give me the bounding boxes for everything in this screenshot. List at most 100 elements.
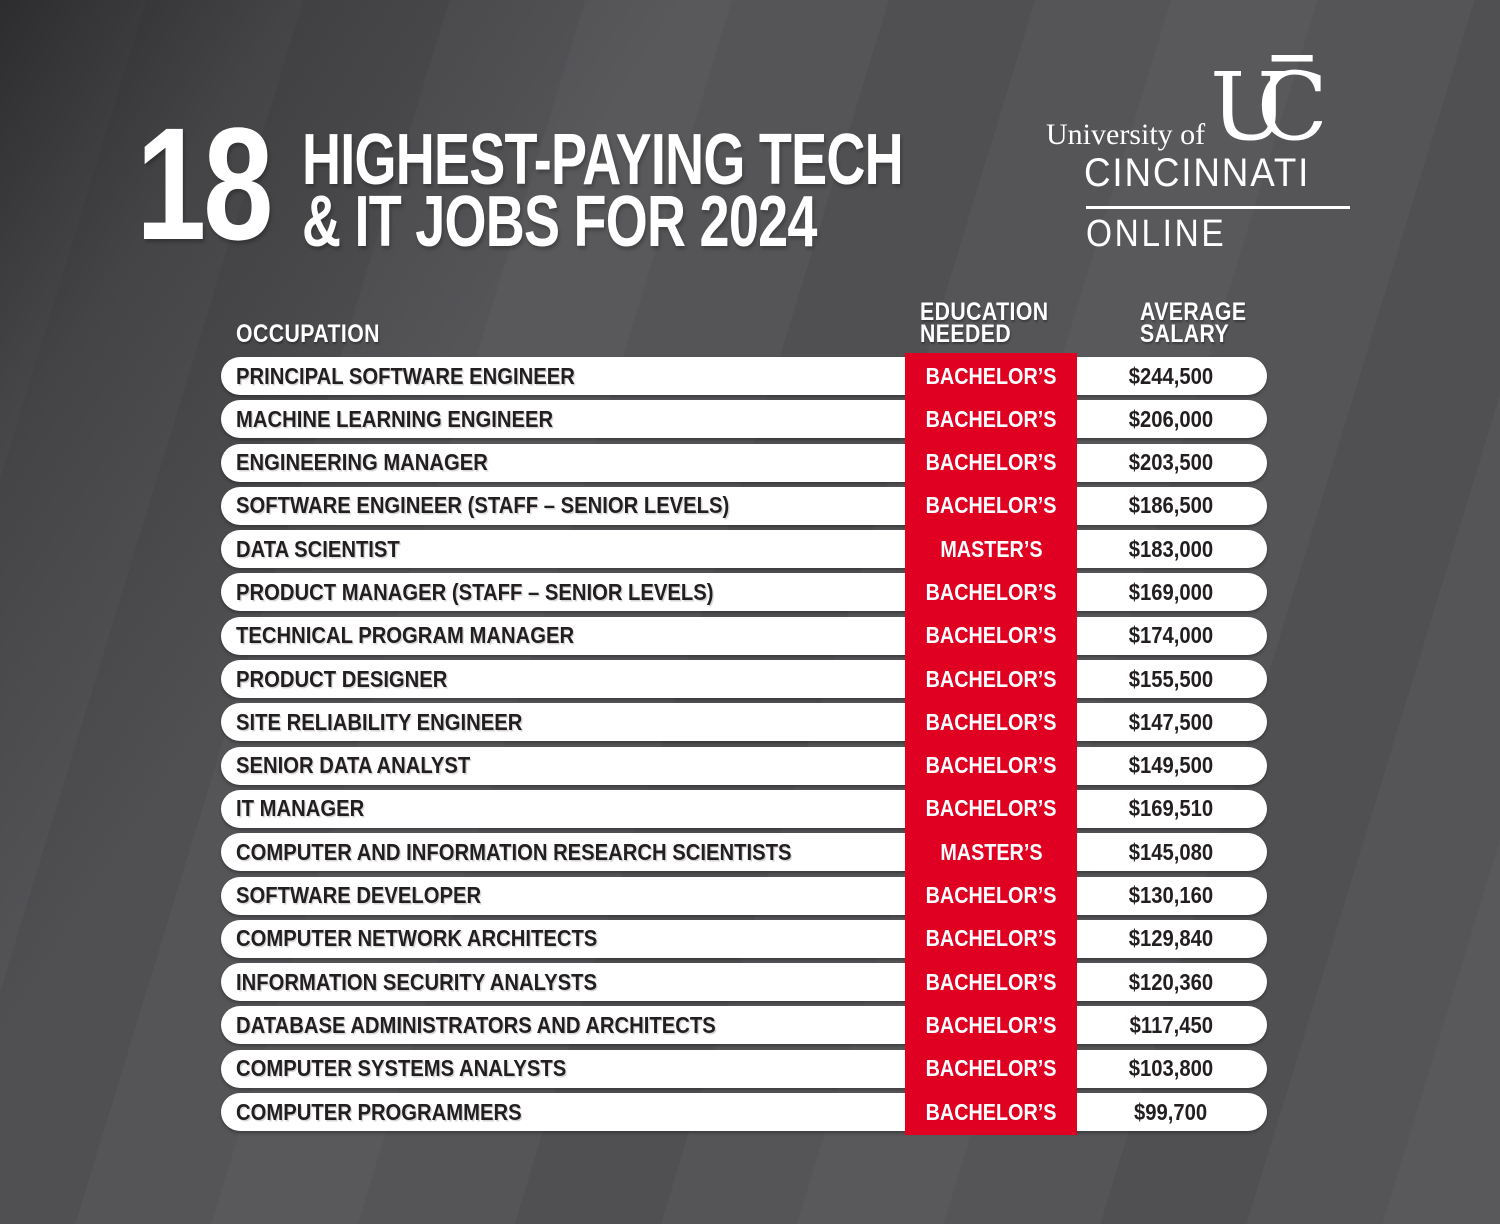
occupation-cell: SITE RELIABILITY ENGINEER <box>236 703 561 741</box>
table-row: COMPUTER NETWORK ARCHITECTS BACHELOR’S $… <box>221 915 1267 962</box>
table-row: SENIOR DATA ANALYST BACHELOR’S $149,500 <box>221 742 1267 789</box>
occupation-text: TECHNICAL PROGRAM MANAGER <box>236 622 575 649</box>
education-text: BACHELOR’S <box>925 405 1057 432</box>
table-row: PRINCIPAL SOFTWARE ENGINEER BACHELOR’S $… <box>221 353 1267 399</box>
occupation-cell: PRODUCT MANAGER (STAFF – SENIOR LEVELS) <box>236 573 779 611</box>
education-text: BACHELOR’S <box>925 362 1057 389</box>
salary-cell: $117,450 <box>1077 1006 1265 1044</box>
salary-cell: $174,000 <box>1077 617 1265 655</box>
education-badge: BACHELOR’S <box>905 959 1077 1006</box>
monogram-letter-c: C <box>1257 54 1322 154</box>
jobs-table: PRINCIPAL SOFTWARE ENGINEER BACHELOR’S $… <box>221 353 1267 1136</box>
salary-text: $147,500 <box>1128 708 1214 735</box>
education-text: BACHELOR’S <box>925 752 1057 779</box>
table-row: SITE RELIABILITY ENGINEER BACHELOR’S $14… <box>221 699 1267 746</box>
table-row: DATABASE ADMINISTRATORS AND ARCHITECTS B… <box>221 1002 1267 1049</box>
salary-cell: $169,510 <box>1077 790 1265 828</box>
occupation-cell: DATA SCIENTIST <box>236 530 422 568</box>
education-text: BACHELOR’S <box>925 1055 1057 1082</box>
logo-online: ONLINE <box>1086 214 1245 254</box>
salary-cell: $203,500 <box>1077 444 1265 482</box>
table-row: SOFTWARE ENGINEER (STAFF – SENIOR LEVELS… <box>221 482 1267 529</box>
occupation-cell: COMPUTER PROGRAMMERS <box>236 1093 561 1131</box>
title-number-text: 18 <box>136 94 273 273</box>
occupation-text: SITE RELIABILITY ENGINEER <box>236 708 523 735</box>
occupation-cell: ENGINEERING MANAGER <box>236 444 522 482</box>
salary-cell: $186,500 <box>1077 487 1265 525</box>
salary-text: $183,000 <box>1128 535 1214 562</box>
salary-text: $103,800 <box>1128 1055 1214 1082</box>
education-badge: BACHELOR’S <box>905 439 1077 486</box>
table-row: TECHNICAL PROGRAM MANAGER BACHELOR’S $17… <box>221 612 1267 659</box>
salary-cell: $206,000 <box>1077 400 1265 438</box>
monogram-macron-bar <box>1271 55 1313 62</box>
table-row: SOFTWARE DEVELOPER BACHELOR’S $130,160 <box>221 872 1267 919</box>
occupation-text: PRODUCT MANAGER (STAFF – SENIOR LEVELS) <box>236 578 714 605</box>
table-row: IT MANAGER BACHELOR’S $169,510 <box>221 785 1267 832</box>
salary-text: $155,500 <box>1128 665 1214 692</box>
salary-text: $145,080 <box>1128 838 1214 865</box>
education-text: BACHELOR’S <box>925 1098 1057 1125</box>
column-header-education-line2: NEEDED <box>920 320 1012 348</box>
page-title: HIGHEST-PAYING TECH & IT JOBS FOR 2024 <box>302 124 1103 258</box>
education-badge: BACHELOR’S <box>905 612 1077 659</box>
table-row: INFORMATION SECURITY ANALYSTS BACHELOR’S… <box>221 959 1267 1006</box>
education-badge: MASTER’S <box>905 829 1077 876</box>
occupation-text: INFORMATION SECURITY ANALYSTS <box>236 968 597 995</box>
education-badge: BACHELOR’S <box>905 482 1077 529</box>
occupation-text: DATA SCIENTIST <box>236 535 400 562</box>
table-row: DATA SCIENTIST MASTER’S $183,000 <box>221 526 1267 573</box>
column-header-occupation: OCCUPATION <box>236 322 405 347</box>
education-badge: MASTER’S <box>905 526 1077 573</box>
column-header-education: EDUCATION NEEDED <box>920 300 1071 348</box>
salary-cell: $149,500 <box>1077 747 1265 785</box>
logo-cincinnati: CINCINNATI <box>1084 152 1330 194</box>
salary-cell: $129,840 <box>1077 920 1265 958</box>
education-text: MASTER’S <box>939 535 1043 562</box>
occupation-text: COMPUTER SYSTEMS ANALYSTS <box>236 1055 567 1082</box>
salary-cell: $99,700 <box>1077 1093 1265 1131</box>
salary-text: $186,500 <box>1128 492 1214 519</box>
salary-text: $206,000 <box>1128 405 1214 432</box>
occupation-cell: PRODUCT DESIGNER <box>236 660 476 698</box>
salary-text: $244,500 <box>1128 362 1214 389</box>
occupation-cell: SOFTWARE ENGINEER (STAFF – SENIOR LEVELS… <box>236 487 797 525</box>
education-text: MASTER’S <box>939 838 1043 865</box>
salary-cell: $244,500 <box>1077 357 1265 395</box>
occupation-cell: COMPUTER AND INFORMATION RESEARCH SCIENT… <box>236 833 867 871</box>
salary-text: $120,360 <box>1128 968 1214 995</box>
salary-text: $169,510 <box>1128 795 1214 822</box>
occupation-text: COMPUTER AND INFORMATION RESEARCH SCIENT… <box>236 838 792 865</box>
occupation-text: COMPUTER NETWORK ARCHITECTS <box>236 925 598 952</box>
education-text: BACHELOR’S <box>925 1011 1057 1038</box>
table-row: COMPUTER SYSTEMS ANALYSTS BACHELOR’S $10… <box>221 1045 1267 1092</box>
salary-text: $149,500 <box>1128 752 1214 779</box>
occupation-text: ENGINEERING MANAGER <box>236 449 488 476</box>
occupation-cell: PRINCIPAL SOFTWARE ENGINEER <box>236 357 621 395</box>
table-row: PRODUCT DESIGNER BACHELOR’S $155,500 <box>221 656 1267 703</box>
salary-text: $174,000 <box>1128 622 1214 649</box>
education-badge: BACHELOR’S <box>905 872 1077 919</box>
education-badge: BACHELOR’S <box>905 656 1077 703</box>
education-text: BACHELOR’S <box>925 665 1057 692</box>
salary-text: $99,700 <box>1134 1098 1208 1125</box>
salary-text: $169,000 <box>1128 578 1214 605</box>
salary-cell: $155,500 <box>1077 660 1265 698</box>
salary-text: $117,450 <box>1129 1011 1213 1038</box>
education-text: BACHELOR’S <box>925 968 1057 995</box>
education-text: BACHELOR’S <box>925 449 1057 476</box>
logo-divider-line <box>1086 206 1350 209</box>
occupation-cell: TECHNICAL PROGRAM MANAGER <box>236 617 620 655</box>
monogram-letter-u: U <box>1210 54 1289 154</box>
column-header-salary-line1: AVERAGE <box>1140 298 1247 326</box>
table-row: COMPUTER AND INFORMATION RESEARCH SCIENT… <box>221 829 1267 876</box>
logo-online-text: ONLINE <box>1086 213 1227 255</box>
education-badge: BACHELOR’S <box>905 569 1077 616</box>
occupation-text: SOFTWARE ENGINEER (STAFF – SENIOR LEVELS… <box>236 492 730 519</box>
salary-cell: $130,160 <box>1077 877 1265 915</box>
logo-cincinnati-text: CINCINNATI <box>1084 151 1311 195</box>
title-number: 18 <box>136 104 306 264</box>
education-badge: BACHELOR’S <box>905 785 1077 832</box>
salary-cell: $183,000 <box>1077 530 1265 568</box>
column-header-salary-line2: SALARY <box>1140 320 1230 348</box>
